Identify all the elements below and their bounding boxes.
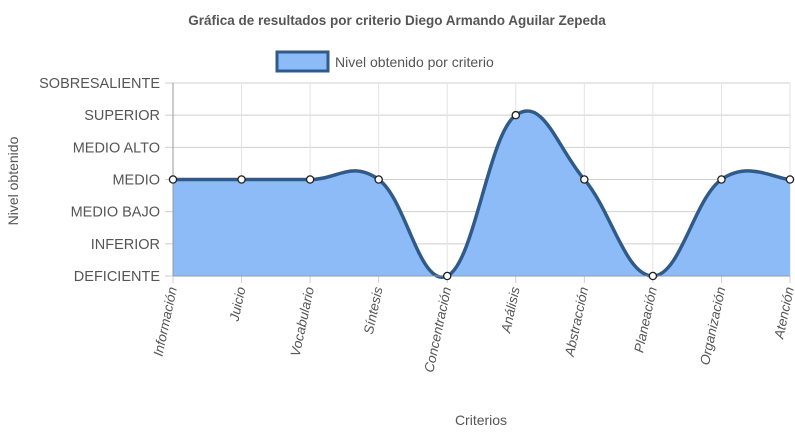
series-area [173, 109, 791, 279]
x-tick-label: Síntesis [361, 285, 386, 335]
x-tick-label: Atención [771, 286, 795, 341]
data-point[interactable] [648, 271, 658, 281]
series-area-fill [173, 110, 790, 278]
data-point[interactable] [442, 271, 452, 281]
data-points[interactable] [168, 110, 795, 281]
data-point[interactable] [374, 175, 383, 184]
y-tick-label: MEDIO ALTO [73, 140, 160, 156]
y-tick-label: SUPERIOR [84, 108, 160, 124]
data-point[interactable] [511, 110, 521, 120]
data-point[interactable] [168, 175, 178, 184]
x-tick-label: Planeación [631, 286, 660, 354]
chart-title: Gráfica de resultados por criterio Diego… [188, 13, 606, 28]
y-tick-label: SOBRESALIENTE [39, 76, 160, 92]
data-point[interactable] [717, 175, 726, 184]
y-axis-label: Nivel obtenido [5, 136, 21, 225]
legend-label: Nivel obtenido por criterio [335, 54, 494, 70]
legend-swatch [275, 50, 330, 73]
x-tick-label: Juicio [226, 285, 248, 323]
y-tick-labels: DEFICIENTE INFERIOR MEDIO BAJO MEDIO MEDIO A… [39, 76, 160, 285]
y-tick-label: DEFICIENTE [74, 269, 161, 285]
x-tick-label: Concentración [421, 286, 454, 374]
x-tick-labels: Información Juicio Vocabulario Síntesis Conc… [151, 285, 795, 374]
x-tick-label: Organización [697, 286, 728, 367]
x-axis-label: Criterios [455, 412, 507, 428]
series-line [173, 109, 791, 279]
x-tick-label: Información [151, 286, 180, 358]
y-tick-label: MEDIO [112, 173, 160, 189]
data-point[interactable] [305, 175, 315, 184]
x-tick-label: Vocabulario [288, 285, 317, 358]
data-point[interactable] [785, 175, 795, 184]
y-tick-label: INFERIOR [91, 237, 160, 253]
x-tick-label: Análisis [498, 285, 523, 335]
data-point[interactable] [580, 175, 589, 184]
data-point[interactable] [237, 175, 246, 184]
x-tick-label: Abstracción [562, 286, 592, 359]
legend[interactable]: Nivel obtenido por criterio [275, 50, 494, 73]
y-tick-label: MEDIO BAJO [71, 205, 160, 221]
